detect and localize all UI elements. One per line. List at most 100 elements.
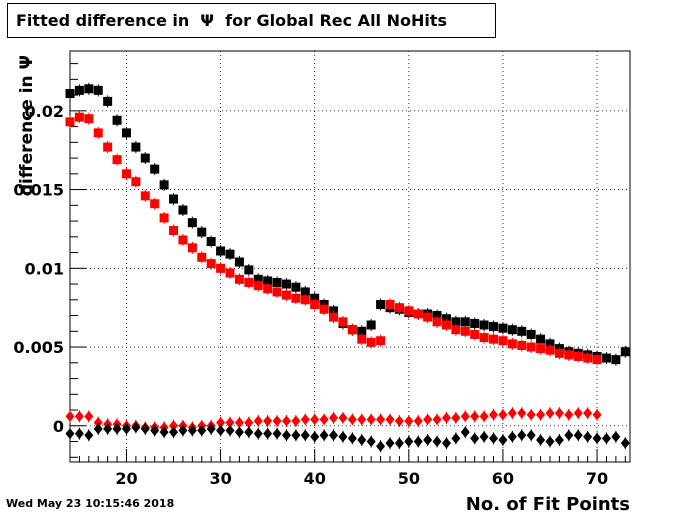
series-1-point — [338, 317, 348, 327]
series-1-point — [281, 290, 291, 300]
datestamp: Wed May 23 10:15:46 2018 — [6, 497, 175, 510]
series-3-point — [329, 429, 339, 441]
series-3-point — [291, 429, 301, 441]
series-0-point — [460, 317, 470, 327]
series-1-point — [319, 304, 329, 314]
series-0-point — [329, 306, 339, 316]
series-0-point — [489, 322, 499, 332]
series-2-point — [526, 409, 536, 421]
series-2-point — [413, 415, 423, 427]
series-1-point — [583, 353, 593, 363]
series-2-point — [300, 413, 310, 425]
series-0-point — [545, 339, 555, 349]
series-2-point — [536, 409, 546, 421]
series-1-point — [545, 345, 555, 355]
series-2-point — [225, 417, 235, 429]
y-tick-label: 0 — [53, 417, 64, 436]
series-3-point — [620, 437, 630, 449]
series-1-point — [103, 142, 113, 152]
series-1-point — [244, 277, 254, 287]
series-1-point — [404, 306, 414, 316]
series-0-point — [601, 353, 611, 363]
series-0-point — [93, 85, 103, 95]
y-tick-label: 0.01 — [25, 259, 64, 278]
series-3-point — [376, 440, 386, 452]
series-3-point — [131, 421, 141, 433]
series-1-point — [291, 293, 301, 303]
series-0-point — [470, 318, 480, 328]
series-0-point — [234, 257, 244, 267]
series-0-point — [225, 249, 235, 259]
series-2-point — [394, 415, 404, 427]
series-0-point — [216, 246, 226, 256]
series-1-point — [554, 348, 564, 358]
series-0-point — [197, 227, 207, 237]
series-3-point — [150, 425, 160, 437]
series-1-point — [357, 334, 367, 344]
series-0-point — [112, 115, 122, 125]
series-3-point — [460, 426, 470, 438]
series-0-point — [441, 314, 451, 324]
series-0-point — [140, 153, 150, 163]
series-3-point — [517, 429, 527, 441]
series-3-point — [140, 423, 150, 435]
series-1-point — [526, 342, 536, 352]
plot-frame — [69, 50, 631, 463]
series-3-point — [112, 423, 122, 435]
series-0-point — [517, 326, 527, 336]
series-3-point — [103, 423, 113, 435]
series-1-point — [394, 303, 404, 313]
series-3-point — [357, 434, 367, 446]
series-3-point — [272, 428, 282, 440]
series-3-point — [423, 434, 433, 446]
series-3-point — [178, 425, 188, 437]
series-3-point — [498, 434, 508, 446]
series-1-point — [225, 268, 235, 278]
series-2-point — [507, 407, 517, 419]
series-3-point — [526, 429, 536, 441]
series-0-point — [611, 355, 621, 365]
series-0-point — [121, 128, 131, 138]
x-axis-label: No. of Fit Points — [466, 494, 630, 514]
series-1-point — [489, 334, 499, 344]
series-3-point — [253, 428, 263, 440]
series-3-point — [234, 426, 244, 438]
series-2-point — [65, 410, 75, 422]
y-axis-label: difference in Ψ — [17, 55, 37, 196]
series-3-point — [564, 429, 574, 441]
x-tick-label: 20 — [115, 469, 137, 488]
series-3-point — [611, 431, 621, 443]
series-1-point — [65, 117, 75, 127]
series-1-point — [564, 350, 574, 360]
series-3-point — [263, 428, 273, 440]
series-2-point — [272, 415, 282, 427]
series-2-point — [545, 407, 555, 419]
series-0-point — [253, 274, 263, 284]
chart-title: Fitted difference in Ψ for Global Rec Al… — [16, 11, 448, 30]
series-2-point — [366, 413, 376, 425]
series-3-point — [216, 425, 226, 437]
series-0-point — [310, 293, 320, 303]
series-2-point — [234, 417, 244, 429]
x-tick-label: 30 — [209, 469, 231, 488]
series-3-point — [441, 437, 451, 449]
series-0-point — [620, 347, 630, 357]
series-3-point — [489, 432, 499, 444]
series-3-point — [554, 434, 564, 446]
series-1-point — [507, 339, 517, 349]
series-3-point — [394, 437, 404, 449]
series-3-point — [121, 423, 131, 435]
x-tick-label: 50 — [398, 469, 420, 488]
series-1-point — [178, 235, 188, 245]
series-2-point — [244, 417, 254, 429]
series-3-point — [93, 423, 103, 435]
series-2-point — [583, 407, 593, 419]
series-3-point — [366, 436, 376, 448]
series-1-point — [253, 281, 263, 291]
series-0-point — [159, 180, 169, 190]
series-1-point — [187, 243, 197, 253]
series-2-point — [498, 409, 508, 421]
series-3-point — [281, 429, 291, 441]
series-1-point — [206, 259, 216, 269]
series-0-point — [300, 287, 310, 297]
